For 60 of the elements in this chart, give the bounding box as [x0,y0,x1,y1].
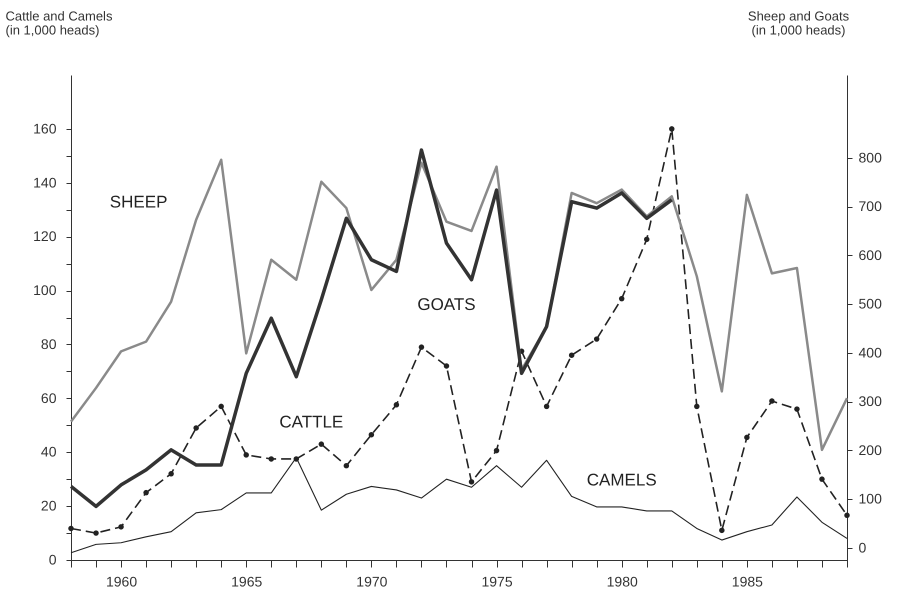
point [494,448,500,454]
y-tick-label: 20 [40,498,57,514]
point [243,452,249,458]
y2-tick-label: 400 [858,344,882,360]
point [644,236,650,242]
point [394,402,400,408]
y-axis-title: Cattle and Camels (in 1,000 heads) [6,8,113,38]
point [318,441,324,447]
point [844,512,850,518]
point [719,528,725,534]
point [344,462,350,468]
point [143,490,149,496]
point [118,524,124,530]
point [468,479,474,485]
point [618,296,624,302]
point [418,344,424,350]
point [669,126,675,132]
y2-tick-label: 0 [858,539,866,556]
point [744,434,750,440]
point [68,526,74,532]
point [93,530,99,536]
point [268,456,274,462]
y2-tick-label: 800 [858,149,882,166]
y-tick-label: 40 [40,444,57,460]
point [819,476,825,482]
y-tick-label: 60 [40,390,57,406]
y-tick-label: 120 [33,228,57,244]
y2-tick-label: 700 [858,198,882,214]
x-tick-label: 1965 [231,574,263,590]
point [568,352,574,358]
y-tick-label: 160 [33,120,57,136]
y2-axis-title: Sheep and Goats (in 1,000 heads) [748,8,850,38]
point [168,471,174,477]
y-tick-label: 0 [48,552,57,568]
x-tick-label: 1970 [356,574,388,590]
y2-tick-label: 200 [858,442,882,458]
point [218,404,224,410]
x-tick-label: 1985 [732,574,764,590]
point [694,404,700,410]
point [544,404,550,410]
x-tick-label: 1980 [606,574,638,590]
series-label: CATTLE [279,412,344,432]
y-tick-label: 100 [33,282,57,298]
y2-tick-label: 600 [858,246,882,263]
series-label: GOATS [417,295,476,314]
y2-tick-label: 500 [858,296,882,312]
x-tick-label: 1960 [106,574,138,590]
point [193,425,199,431]
point [368,432,374,438]
point [794,406,800,412]
point [594,336,600,342]
x-tick-label: 1975 [481,574,513,590]
series-label: SHEEP [110,192,168,212]
point [444,363,450,369]
y-tick-label: 80 [40,336,57,352]
point [769,398,775,404]
y2-tick-label: 300 [858,393,882,410]
y-tick-label: 140 [33,174,57,190]
series-label: CAMELS [586,470,657,490]
y2-tick-label: 100 [858,490,882,507]
